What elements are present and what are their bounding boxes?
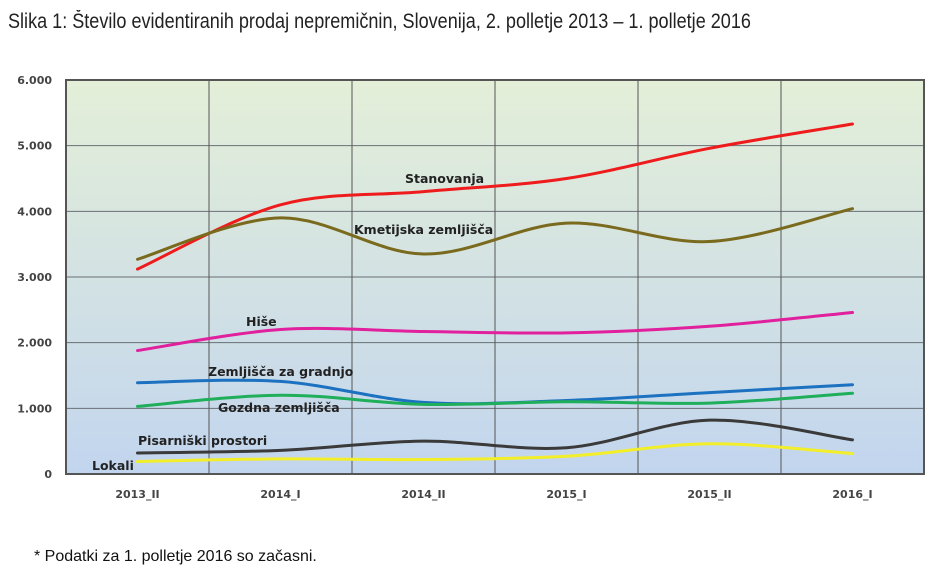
y-tick-label: 4.000	[17, 205, 52, 218]
series-line	[136, 418, 854, 455]
y-tick-label: 2.000	[17, 337, 52, 350]
x-tick-label: 2016_I	[832, 488, 872, 501]
x-tick-label: 2015_I	[546, 488, 586, 501]
y-tick-label: 6.000	[17, 74, 52, 87]
x-tick-label: 2015_II	[687, 488, 731, 501]
x-tick-label: 2014_II	[401, 488, 445, 501]
series-label: Lokali	[92, 458, 134, 473]
series-line	[136, 122, 854, 271]
series-line	[136, 391, 854, 408]
plot-border	[65, 79, 925, 475]
series-label: Hiše	[246, 314, 277, 329]
y-tick-label: 0	[44, 468, 52, 481]
series-line	[136, 310, 854, 353]
footnote: * Podatki za 1. polletje 2016 so začasni…	[34, 548, 317, 565]
series-label: Zemljišča za gradnjo	[208, 364, 354, 379]
series-line	[136, 207, 854, 261]
y-tick-label: 3.000	[17, 271, 52, 284]
series-label: Kmetijska zemljišča	[354, 222, 493, 237]
series-label: Pisarniški prostori	[138, 433, 267, 448]
chart-title: Slika 1: Število evidentiranih prodaj ne…	[8, 10, 751, 33]
series-label: Stanovanja	[405, 171, 484, 186]
series-label: Gozdna zemljišča	[218, 400, 340, 415]
y-tick-label: 1.000	[17, 402, 52, 415]
line-chart: 0 1.000 2.000 3.000 4.000 5.000 6.000 2013_II 20…	[17, 74, 925, 501]
y-tick-label: 5.000	[17, 140, 52, 153]
x-tick-label: 2014_I	[260, 488, 300, 501]
series-line	[136, 442, 854, 464]
x-tick-label: 2013_II	[115, 488, 159, 501]
